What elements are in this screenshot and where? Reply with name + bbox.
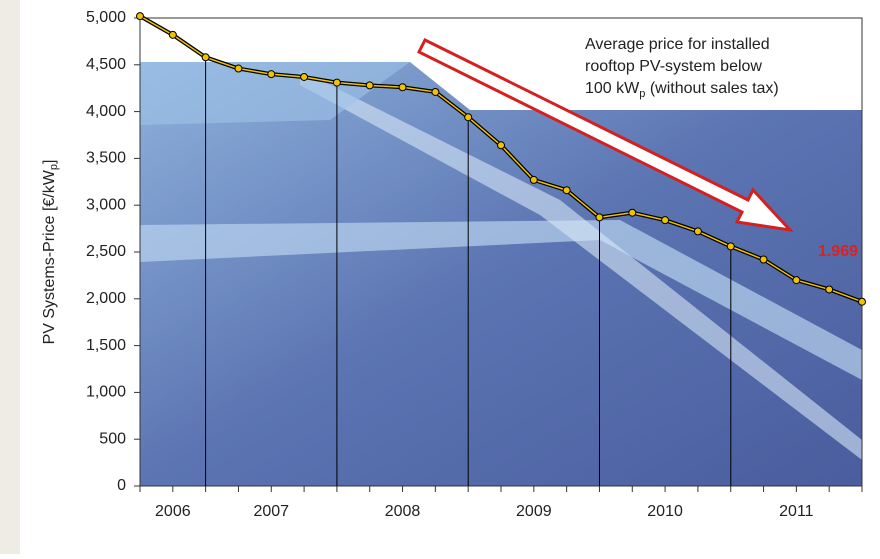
data-point: [498, 142, 505, 149]
side-strip: [0, 0, 20, 554]
data-point: [563, 187, 570, 194]
y-tick-label: 500: [99, 430, 126, 447]
x-tick-label: 2006: [155, 503, 191, 520]
y-label-text: PV Systems-Price [€/kW: [41, 169, 58, 344]
x-tick-label: 2008: [385, 503, 421, 520]
y-tick-label: 2,500: [86, 243, 126, 260]
data-point: [399, 84, 406, 91]
data-point: [333, 79, 340, 86]
data-point: [629, 209, 636, 216]
y-tick-label: 3,500: [86, 150, 126, 167]
data-point: [432, 88, 439, 95]
y-tick-label: 4,500: [86, 56, 126, 73]
data-point: [662, 217, 669, 224]
x-tick-label: 2009: [516, 503, 552, 520]
data-point: [268, 71, 275, 78]
photo-roof: [140, 62, 862, 486]
data-point: [727, 243, 734, 250]
y-tick-label: 1,000: [86, 384, 126, 401]
data-point: [202, 54, 209, 61]
y-tick-label: 4,000: [86, 103, 126, 120]
x-tick-label: 2011: [779, 503, 814, 520]
data-point: [859, 298, 866, 305]
data-point: [465, 114, 472, 121]
value-label: 1.969: [818, 243, 858, 260]
annotation-text: 100 kW: [585, 80, 640, 97]
y-tick-label: 2,000: [86, 290, 126, 307]
y-tick-label: 5,000: [86, 9, 126, 26]
data-point: [169, 31, 176, 38]
data-point: [826, 286, 833, 293]
x-tick-label: 2007: [253, 503, 289, 520]
y-label-end: ]: [41, 160, 58, 164]
x-tick-label: 2010: [647, 503, 683, 520]
y-axis-label: PV Systems-Price [€/kWp]: [41, 160, 60, 345]
data-point: [596, 214, 603, 221]
y-tick-label: 1,500: [86, 337, 126, 354]
y-tick-label: 0: [117, 477, 126, 494]
data-point: [301, 73, 308, 80]
annotation-line: Average price for installed: [585, 36, 770, 53]
data-point: [137, 13, 144, 20]
data-point: [530, 176, 537, 183]
y-tick-label: 3,000: [86, 196, 126, 213]
annotation-line: 100 kWp (without sales tax): [585, 80, 779, 100]
chart: PV Systems-Price [€/kWp] Average price f…: [0, 0, 880, 554]
annotation-text: (without sales tax): [645, 80, 778, 97]
data-point: [694, 228, 701, 235]
data-point: [235, 65, 242, 72]
data-point: [366, 82, 373, 89]
data-point: [760, 256, 767, 263]
data-point: [793, 277, 800, 284]
annotation-line: rooftop PV-system below: [585, 58, 762, 75]
